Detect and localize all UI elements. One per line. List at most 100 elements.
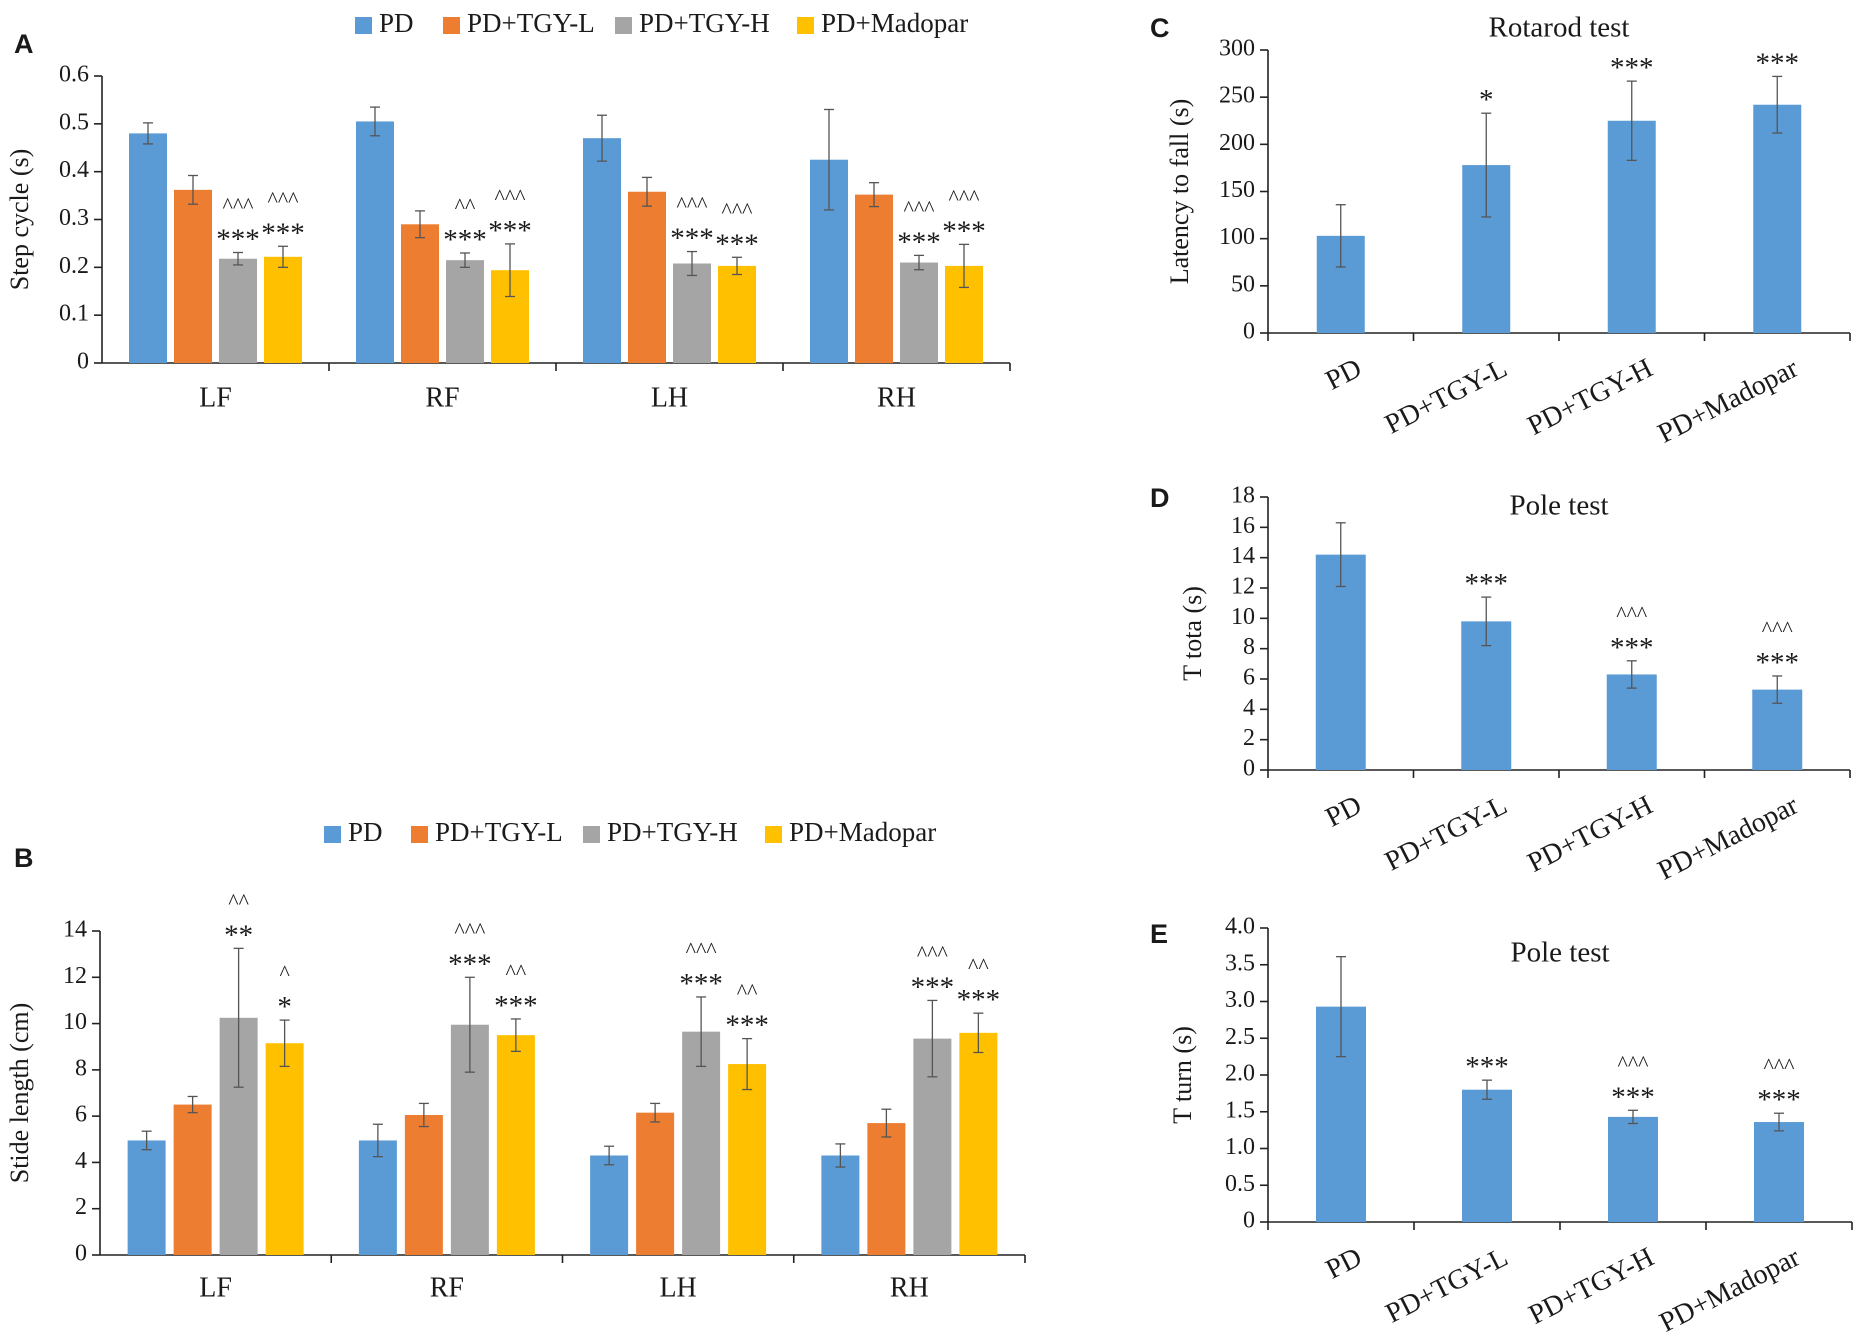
legend-label: PD+Madopar <box>789 817 936 847</box>
bar-pd-tgy-l <box>855 194 893 363</box>
x-category-label: PD+TGY-L <box>1380 353 1512 441</box>
significance-stars: *** <box>261 217 305 249</box>
bar <box>1315 554 1366 770</box>
significance-stars: *** <box>1465 1051 1509 1083</box>
x-category-label: RH <box>877 382 916 413</box>
significance-stars: *** <box>679 968 723 1000</box>
x-category-label: PD <box>1321 1242 1367 1286</box>
significance-carets: ^^^ <box>904 195 936 220</box>
y-axis-label: Stide length (cm) <box>5 1003 34 1184</box>
legend-label: PD+TGY-L <box>435 817 563 847</box>
significance-carets: ^^^ <box>1616 601 1648 626</box>
y-tick-label: 6 <box>1243 665 1255 691</box>
y-tick-label: 100 <box>1219 224 1255 250</box>
significance-carets: ^^^ <box>268 186 300 211</box>
significance-stars: *** <box>1756 47 1800 79</box>
y-tick-label: 8 <box>1243 634 1255 660</box>
y-tick-label: 0 <box>1243 756 1255 782</box>
legend-swatch <box>583 826 600 843</box>
legend-label: PD+Madopar <box>821 8 968 38</box>
y-tick-label: 2 <box>75 1194 87 1220</box>
y-tick-label: 16 <box>1231 513 1255 539</box>
y-tick-label: 150 <box>1219 177 1255 203</box>
significance-carets: ^^ <box>968 953 989 978</box>
x-category-label: PD <box>1321 790 1367 834</box>
bar-pd-tgy-l <box>401 224 439 363</box>
x-category-label: PD+TGY-L <box>1381 1242 1513 1330</box>
significance-carets: ^^^ <box>722 197 754 222</box>
x-category-label: RF <box>430 1272 464 1303</box>
legend-label: PD+TGY-L <box>467 8 595 38</box>
legend-swatch <box>411 826 428 843</box>
y-tick-label: 0 <box>77 349 89 375</box>
legend-label: PD <box>379 8 414 38</box>
y-tick-label: 0 <box>75 1241 87 1267</box>
x-category-label: LF <box>199 1272 232 1303</box>
significance-carets: ^^^ <box>1764 1053 1796 1078</box>
y-axis-label: T tota (s) <box>1178 586 1207 681</box>
x-category-label: PD+TGY-H <box>1523 790 1658 879</box>
y-tick-label: 4 <box>75 1148 87 1174</box>
bar-pd-madopar <box>264 256 302 363</box>
legend-label: PD <box>348 817 383 847</box>
y-tick-label: 12 <box>1231 574 1255 600</box>
panel-letter: E <box>1150 919 1168 949</box>
significance-carets: ^^ <box>228 888 249 913</box>
y-tick-label: 0.1 <box>59 301 89 327</box>
y-tick-label: 6 <box>75 1102 87 1128</box>
x-category-label: LF <box>199 382 232 413</box>
significance-stars: *** <box>1611 1081 1655 1113</box>
significance-stars: * <box>277 991 292 1023</box>
significance-stars: *** <box>911 971 955 1003</box>
y-tick-label: 2 <box>1243 725 1255 751</box>
bar-pd-tgy-h <box>900 262 938 363</box>
x-category-label: PD <box>1321 353 1367 397</box>
y-tick-label: 0.6 <box>59 62 89 88</box>
chart-title: Pole test <box>1509 490 1608 522</box>
significance-carets: ^^ <box>506 959 527 984</box>
y-axis-label: Latency to fall (s) <box>1165 99 1194 285</box>
y-tick-label: 10 <box>63 1009 87 1035</box>
y-tick-label: 50 <box>1231 271 1255 297</box>
x-category-label: PD+TGY-L <box>1380 790 1512 878</box>
significance-carets: ^^^ <box>1762 616 1794 641</box>
x-category-label: LH <box>651 382 688 413</box>
significance-stars: *** <box>957 984 1001 1016</box>
bar-pd-madopar <box>265 1043 304 1255</box>
legend-swatch <box>765 826 782 843</box>
x-category-label: PD+Madopar <box>1653 352 1804 449</box>
significance-stars: *** <box>488 215 532 247</box>
legend-label: PD+TGY-H <box>607 817 738 847</box>
significance-stars: *** <box>1610 632 1654 664</box>
legend: PD PD+TGY-L PD+TGY-H PD+Madopar <box>324 817 936 847</box>
y-tick-label: 18 <box>1231 483 1255 509</box>
x-category-label: PD+Madopar <box>1653 789 1804 886</box>
panel-letter: A <box>14 29 34 59</box>
significance-stars: *** <box>1465 568 1509 600</box>
y-axis-label: T turn (s) <box>1168 1026 1197 1124</box>
bar-pd <box>821 1155 860 1255</box>
bar-pd-tgy-l <box>404 1114 443 1255</box>
bar-pd <box>129 133 167 363</box>
significance-stars: *** <box>897 226 941 258</box>
y-tick-label: 0.4 <box>59 157 89 183</box>
significance-stars: ** <box>224 919 253 951</box>
significance-stars: *** <box>448 948 492 980</box>
bar-pd-tgy-l <box>174 189 212 363</box>
chart-panel-b: B 0 2 4 6 8 10 12 14 Stide length (cm) LF ** ^^ * ^ RF *… <box>5 817 1026 1303</box>
y-tick-label: 0.5 <box>59 109 89 135</box>
y-tick-label: 1.5 <box>1225 1097 1255 1123</box>
significance-carets: ^^^ <box>917 940 949 965</box>
x-category-label: PD+Madopar <box>1655 1241 1806 1338</box>
bar-pd-tgy-h <box>682 1031 721 1255</box>
y-tick-label: 2.0 <box>1225 1061 1255 1087</box>
significance-carets: ^^^ <box>686 937 718 962</box>
y-tick-label: 4.0 <box>1225 914 1255 940</box>
chart-title: Rotarod test <box>1489 12 1630 44</box>
y-tick-label: 3.0 <box>1225 987 1255 1013</box>
y-tick-label: 0.3 <box>59 205 89 231</box>
bar <box>1462 1089 1512 1222</box>
significance-stars: *** <box>1610 52 1654 84</box>
bar-pd-madopar <box>959 1032 998 1255</box>
significance-stars: *** <box>1757 1084 1801 1116</box>
